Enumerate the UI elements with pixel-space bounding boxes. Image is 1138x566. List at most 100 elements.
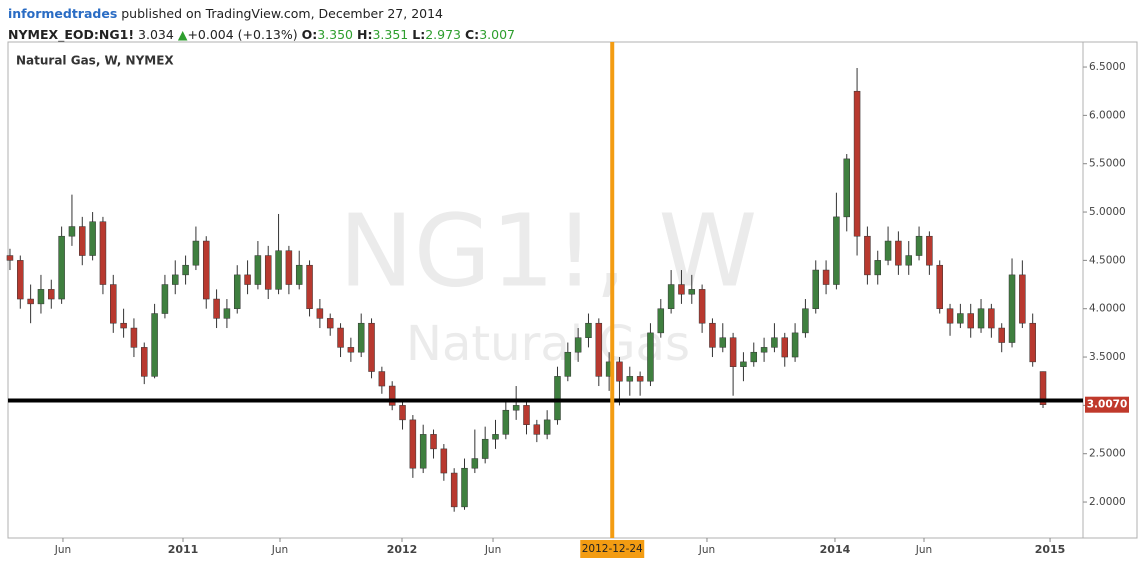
x-tick-label: 2011: [168, 543, 199, 556]
candle-body: [636, 376, 644, 382]
candle-body: [192, 240, 200, 266]
candle-body: [533, 424, 541, 435]
candle-body: [936, 264, 943, 309]
candle-body: [502, 409, 510, 435]
candle-body: [895, 240, 902, 266]
candle-body: [1008, 274, 1016, 343]
candle-body: [172, 274, 179, 285]
y-tick-label: 6.5000: [1089, 61, 1126, 73]
candle-body: [905, 255, 912, 266]
candle-body: [926, 235, 933, 266]
x-tick-label: 2015: [1035, 543, 1066, 556]
candle-body: [89, 221, 96, 256]
candle-body: [285, 250, 293, 285]
candle-body: [1039, 371, 1047, 405]
candle-body: [244, 274, 251, 285]
candle-body: [812, 269, 819, 309]
candle-body: [667, 284, 675, 309]
candle-body: [977, 308, 985, 329]
watermark: NG1!, W: [339, 192, 757, 309]
candle-body: [79, 226, 86, 256]
plot-frame: [7, 41, 1084, 539]
candle-body: [585, 322, 592, 338]
candle-body: [781, 337, 789, 358]
candle-body: [915, 235, 923, 256]
candle-body: [967, 313, 974, 329]
candle-body: [378, 371, 386, 387]
candle-body: [988, 308, 995, 329]
candle-body: [843, 158, 850, 218]
candle-body: [37, 289, 45, 305]
candle-body: [1029, 322, 1036, 363]
candle-body: [295, 264, 303, 285]
published: published on TradingView.com, December 2…: [121, 6, 444, 21]
candle-body: [647, 332, 654, 382]
candle-body: [595, 322, 603, 377]
candle-body: [17, 260, 24, 300]
candle-body: [430, 434, 437, 450]
candle-body: [554, 376, 561, 421]
candle-body: [326, 318, 334, 329]
last: 3.034: [138, 27, 174, 42]
candle-body: [357, 322, 365, 353]
x-tick-label: 2012: [387, 543, 418, 556]
y-tick-label: 3.5000: [1089, 351, 1126, 363]
candle-body: [616, 361, 623, 382]
author[interactable]: informedtrades: [8, 6, 118, 21]
candle-body: [998, 327, 1005, 343]
candle-body: [399, 405, 406, 421]
y-tick-label: 4.0000: [1089, 303, 1126, 315]
header: informedtrades published on TradingView.…: [8, 3, 515, 45]
candle-body: [864, 235, 871, 276]
candle-body: [740, 361, 747, 367]
candle-body: [833, 216, 840, 285]
candle-body: [802, 308, 809, 334]
close: 3.007: [479, 27, 515, 42]
crosshair-label: 2012-12-24: [582, 543, 643, 555]
up-arrow: ▲: [177, 27, 188, 42]
candle-body: [957, 313, 964, 324]
candle-body: [347, 347, 355, 353]
candle-body: [791, 332, 799, 358]
candle-body: [120, 322, 127, 329]
candle-body: [99, 221, 107, 285]
candle-body: [1019, 274, 1026, 324]
candle-body: [68, 226, 76, 237]
candle-body: [6, 255, 14, 261]
x-tick-label: Jun: [271, 544, 288, 556]
candle-body: [440, 448, 448, 474]
y-tick-label: 5.5000: [1089, 158, 1126, 170]
high: 3.351: [372, 27, 409, 42]
candle-body: [750, 351, 758, 363]
candle-body: [564, 351, 572, 377]
crosshair-label-box: [580, 540, 645, 558]
x-tick-label: Jun: [54, 544, 71, 556]
candle-body: [574, 337, 582, 353]
candle-body: [141, 347, 148, 377]
price-axis: [1082, 41, 1138, 539]
candle-body: [492, 434, 499, 440]
candle-body: [471, 458, 479, 469]
close-label: C:: [465, 27, 480, 42]
candle-body: [233, 274, 241, 309]
candle-body: [202, 240, 210, 300]
chart-title: Natural Gas, W, NYMEX: [16, 54, 174, 68]
candle-body: [523, 405, 530, 425]
candle-body: [48, 289, 55, 300]
open-label: O:: [301, 27, 318, 42]
y-tick-label: 4.5000: [1089, 254, 1126, 266]
last-price-box: [1085, 396, 1129, 413]
candle-body: [657, 308, 665, 334]
candle-body: [771, 337, 778, 348]
candle-body: [678, 284, 685, 295]
candle-body: [874, 260, 881, 276]
candle-body: [709, 322, 716, 348]
candle-body: [760, 347, 768, 353]
candle-body: [110, 284, 117, 324]
y-tick-label: 2.5000: [1089, 448, 1126, 460]
candle-body: [719, 337, 727, 348]
candle-body: [213, 298, 220, 319]
candle-body: [450, 472, 458, 508]
